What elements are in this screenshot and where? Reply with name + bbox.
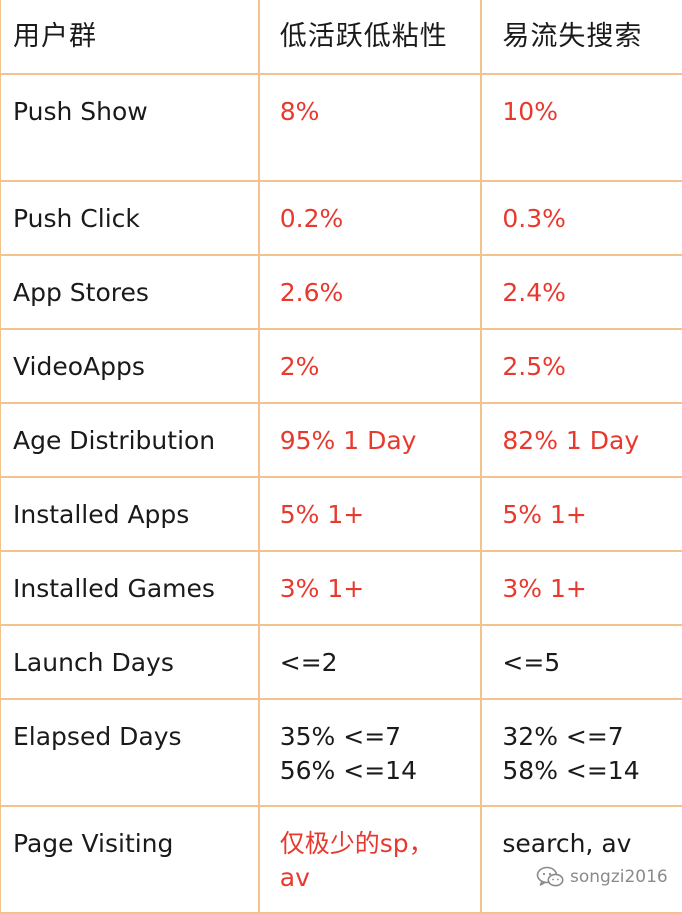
churn-search-value: 2.5% bbox=[480, 328, 682, 404]
churn-search-value: <=5 bbox=[480, 624, 682, 700]
value-line: 仅极少的sp， bbox=[279, 829, 434, 858]
row-label: Launch Days bbox=[0, 624, 260, 700]
header-cell: 用户群 bbox=[0, 0, 260, 75]
row-label: Elapsed Days bbox=[0, 698, 260, 807]
header-cell: 低活跃低粘性 bbox=[257, 0, 483, 75]
watermark-text: songzi2016 bbox=[570, 867, 668, 887]
row-label: Push Click bbox=[0, 180, 260, 256]
low-activity-value: 35% <=7 56% <=14 bbox=[257, 698, 483, 807]
table-row: Push Click 0.2% 0.3% bbox=[0, 180, 682, 256]
low-activity-value: 2% bbox=[257, 328, 483, 404]
table-row: App Stores 2.6% 2.4% bbox=[0, 254, 682, 330]
table-row: Launch Days <=2 <=5 bbox=[0, 624, 682, 700]
table-row: Elapsed Days 35% <=7 56% <=14 32% <=7 58… bbox=[0, 698, 682, 807]
value-line: 32% <=7 bbox=[502, 722, 624, 751]
churn-search-value: 3% 1+ bbox=[480, 550, 682, 626]
churn-search-value: 32% <=7 58% <=14 bbox=[480, 698, 682, 807]
low-activity-value: 仅极少的sp， av bbox=[257, 805, 483, 914]
wechat-icon bbox=[536, 866, 564, 887]
row-label: Age Distribution bbox=[0, 402, 260, 478]
row-label: VideoApps bbox=[0, 328, 260, 404]
table-row: Age Distribution 95% 1 Day 82% 1 Day bbox=[0, 402, 682, 478]
value-line: 58% <=14 bbox=[502, 756, 640, 785]
churn-search-value: 2.4% bbox=[480, 254, 682, 330]
row-label: App Stores bbox=[0, 254, 260, 330]
row-label: Push Show bbox=[0, 73, 260, 182]
value-line: av bbox=[279, 863, 310, 892]
table-row: Installed Games 3% 1+ 3% 1+ bbox=[0, 550, 682, 626]
row-label: Page Visiting bbox=[0, 805, 260, 914]
low-activity-value: 0.2% bbox=[257, 180, 483, 256]
table-row: Page Visiting 仅极少的sp， av search, av bbox=[0, 805, 682, 914]
table-row: Push Show 8% 10% bbox=[0, 73, 682, 182]
table-row: VideoApps 2% 2.5% bbox=[0, 328, 682, 404]
row-label: Installed Apps bbox=[0, 476, 260, 552]
low-activity-value: 3% 1+ bbox=[257, 550, 483, 626]
header-cell: 易流失搜索 bbox=[480, 0, 682, 75]
value-line: 56% <=14 bbox=[279, 756, 417, 785]
watermark: songzi2016 bbox=[536, 866, 668, 888]
table-row: Installed Apps 5% 1+ 5% 1+ bbox=[0, 476, 682, 552]
churn-search-value: 82% 1 Day bbox=[480, 402, 682, 478]
low-activity-value: <=2 bbox=[257, 624, 483, 700]
low-activity-value: 95% 1 Day bbox=[257, 402, 483, 478]
low-activity-value: 8% bbox=[257, 73, 483, 182]
churn-search-value: 0.3% bbox=[480, 180, 682, 256]
churn-search-value: 10% bbox=[480, 73, 682, 182]
value-line: 35% <=7 bbox=[279, 722, 402, 751]
low-activity-value: 2.6% bbox=[257, 254, 483, 330]
table-header-row: 用户群 低活跃低粘性 易流失搜索 bbox=[0, 0, 682, 75]
low-activity-value: 5% 1+ bbox=[257, 476, 483, 552]
row-label: Installed Games bbox=[0, 550, 260, 626]
churn-search-value: search, av bbox=[480, 805, 682, 914]
churn-search-value: 5% 1+ bbox=[480, 476, 682, 552]
